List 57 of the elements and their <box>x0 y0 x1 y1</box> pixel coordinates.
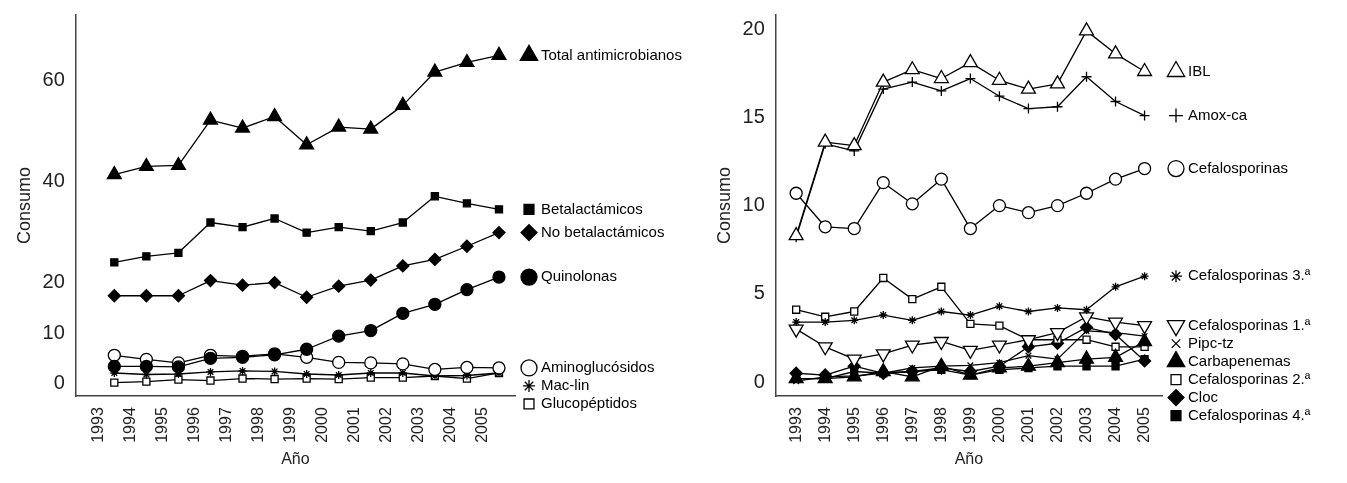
x-tick-label: 1999 <box>281 407 299 443</box>
x-tick-label: 2002 <box>1047 407 1065 443</box>
legend-label: Cefalosporinas <box>1188 158 1289 176</box>
legend-label: Aminoglucósidos <box>541 358 655 376</box>
legend-label: No betalactámicos <box>541 222 665 240</box>
x-tick-label: 1994 <box>120 407 138 443</box>
legend-label: Cefalosporinas 1.ª <box>1188 315 1311 333</box>
x-tick-label: 2004 <box>1105 407 1123 443</box>
y-axis-title: Consumo <box>713 167 734 245</box>
x-axis-title: Año <box>281 449 310 467</box>
x-tick-label: 1996 <box>184 407 202 443</box>
x-tick-label: 2000 <box>313 407 331 443</box>
x-tick-label: 2005 <box>473 407 491 443</box>
x-tick-label: 2002 <box>377 407 395 443</box>
y-tick-label: 20 <box>742 16 765 39</box>
y-tick-label: 5 <box>753 281 765 304</box>
legend-label: Cefalosporinas 2.ª <box>1188 369 1311 387</box>
x-tick-label: 1993 <box>786 407 804 443</box>
x-tick-label: 2000 <box>989 407 1007 443</box>
legend-label: Total antimicrobianos <box>541 45 682 63</box>
x-tick-label: 1998 <box>931 407 949 443</box>
legend-label: Betalactámicos <box>541 199 643 217</box>
legend-label: Cloc <box>1188 387 1219 405</box>
legend-label: Pipc-tz <box>1188 333 1234 351</box>
y-axis-title: Consumo <box>13 167 34 245</box>
legend-label: Amox-ca <box>1188 105 1248 123</box>
x-tick-label: 2004 <box>441 407 459 443</box>
y-tick-label: 40 <box>42 169 65 192</box>
legend-label: Cefalosporinas 3.ª <box>1188 266 1311 284</box>
legend-label: Glucopéptidos <box>541 394 637 412</box>
x-tick-label: 1995 <box>152 407 170 443</box>
y-tick-label: 15 <box>742 104 765 127</box>
x-axis-title: Año <box>954 449 984 467</box>
x-tick-label: 2001 <box>345 407 363 443</box>
x-tick-label: 1996 <box>873 407 891 443</box>
y-tick-label: 10 <box>742 193 765 216</box>
x-tick-label: 1997 <box>216 407 234 443</box>
legend-label: Carbapenemas <box>1188 351 1291 369</box>
x-tick-label: 2005 <box>1134 407 1152 443</box>
x-tick-label: 2001 <box>1018 407 1036 443</box>
y-tick-label: 0 <box>753 369 765 392</box>
legend-label: IBL <box>1188 61 1211 79</box>
x-tick-label: 1998 <box>248 407 266 443</box>
y-tick-label: 10 <box>42 320 65 343</box>
x-tick-label: 2003 <box>409 407 427 443</box>
x-tick-label: 1997 <box>902 407 920 443</box>
x-tick-label: 1993 <box>88 407 106 443</box>
y-tick-label: 60 <box>42 68 65 91</box>
legend-label: Quinolonas <box>541 267 617 285</box>
y-tick-label: 0 <box>53 371 65 394</box>
x-tick-label: 1999 <box>960 407 978 443</box>
legend-label: Mac-lin <box>541 376 590 394</box>
x-tick-label: 1995 <box>844 407 862 443</box>
legend-label: Cefalosporinas 4.ª <box>1188 405 1311 423</box>
x-tick-label: 2003 <box>1076 407 1094 443</box>
y-tick-label: 20 <box>42 270 65 293</box>
x-tick-label: 1994 <box>815 407 833 443</box>
